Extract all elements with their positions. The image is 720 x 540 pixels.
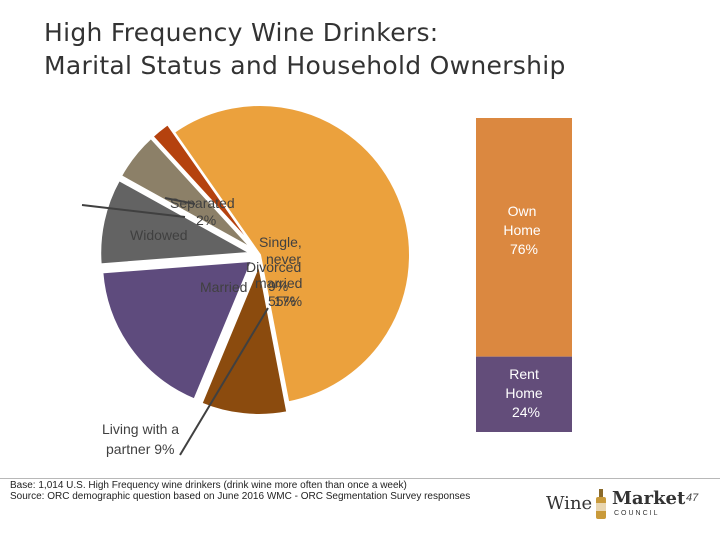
label-divorced-pct: 9% (268, 278, 288, 294)
page-number: 47 (686, 492, 699, 504)
label-single: Single, never married 55% (255, 234, 306, 309)
label-own-line2: Home (503, 222, 541, 238)
leader-line-widowed (81, 204, 186, 218)
leader-line-separated (164, 197, 196, 205)
page-title: High Frequency Wine Drinkers: Marital St… (44, 16, 684, 82)
ownership-bar-chart (476, 118, 572, 432)
wine-market-council-logo: Wine Market COUNCIL (546, 487, 686, 523)
pie-slice-married (101, 259, 254, 401)
pie-slice-separated (151, 122, 255, 248)
logo-market-text: Market (612, 488, 686, 509)
pie-slice-single-never-married (172, 104, 411, 404)
logo-council-text: COUNCIL (614, 510, 660, 517)
bar-segment-own-home (476, 118, 572, 357)
pie-slice-divorced (99, 178, 254, 266)
label-single-pct: 55% (268, 293, 296, 309)
bar-segment-rent-home (476, 356, 572, 432)
title-line-2: Marital Status and Household Ownership (44, 51, 566, 80)
label-own-home: Own Home 76% (503, 203, 544, 257)
label-separated: Separated 2% (170, 195, 239, 228)
label-living-line1: Living with a (102, 421, 179, 437)
label-living-with-partner: Living with a partner 9% (102, 421, 183, 457)
wine-bottle-icon (596, 489, 606, 519)
label-divorced: Divorced 9% (246, 259, 305, 294)
label-single-line1: Single, (259, 234, 302, 250)
label-married-pct: 17% (274, 293, 302, 309)
title-line-1: High Frequency Wine Drinkers: (44, 18, 439, 47)
footnote-base: Base: 1,014 U.S. High Frequency wine dri… (10, 480, 407, 491)
label-rent-line2: Home (505, 385, 543, 401)
leader-line-living (179, 307, 269, 456)
label-married-line1: Married (200, 279, 247, 295)
label-separated-line1: Separated (170, 195, 235, 211)
label-own-line1: Own (508, 203, 537, 219)
label-rent-home: Rent Home 24% (505, 366, 546, 420)
label-married: Married 17% (200, 279, 302, 309)
label-single-line3: married (255, 275, 302, 291)
label-divorced-line1: Divorced (246, 259, 301, 275)
label-own-pct: 76% (510, 241, 538, 257)
label-widowed: Widowed (130, 227, 188, 243)
footnote-source: Source: ORC demographic question based o… (10, 491, 471, 502)
logo-wine-text: Wine (546, 493, 593, 514)
pie-slice-widowed (119, 136, 253, 250)
charts-svg: Separated 2% Widowed Single, never marri… (81, 104, 572, 457)
label-living-line2: partner 9% (106, 441, 174, 457)
pie-chart (99, 104, 411, 416)
label-separated-pct: 2% (196, 212, 216, 228)
label-rent-line1: Rent (509, 366, 539, 382)
label-rent-pct: 24% (512, 404, 540, 420)
footnote: Base: 1,014 U.S. High Frequency wine dri… (10, 480, 470, 502)
footer-divider (0, 478, 720, 479)
pie-slice-living-with-a-partner (200, 261, 289, 416)
label-single-line2: never (266, 251, 301, 267)
